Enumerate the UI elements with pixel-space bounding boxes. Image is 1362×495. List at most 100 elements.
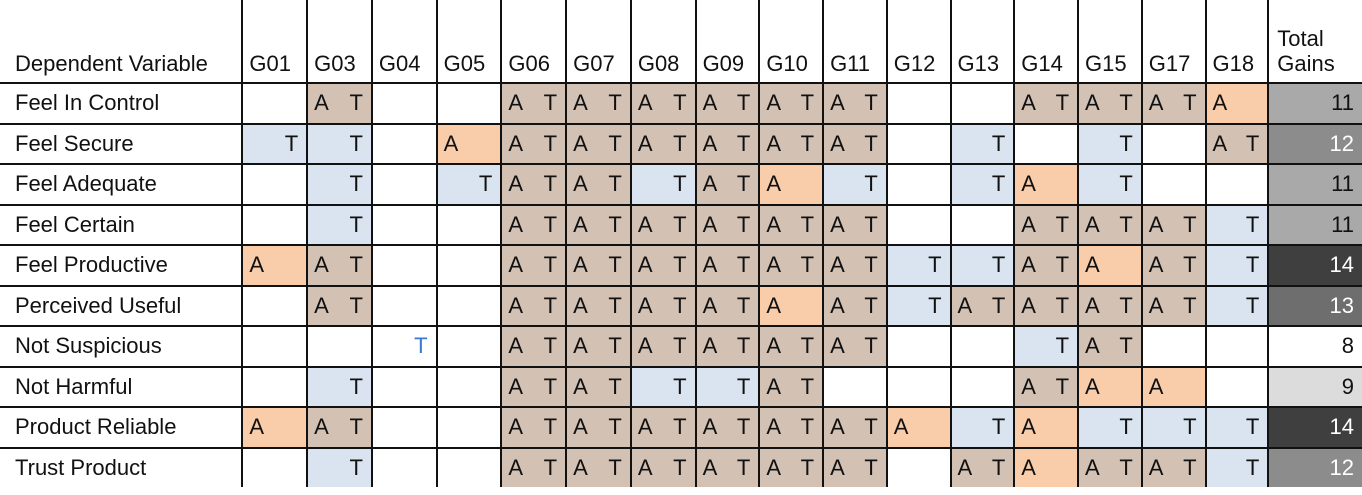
gain-cell-g12: T (885, 284, 951, 326)
a-mark: A (766, 211, 781, 237)
gain-cell-g18 (1204, 365, 1269, 407)
group-header-g05: G05 (435, 0, 502, 83)
a-mark: A (830, 211, 845, 237)
a-mark: A (573, 373, 588, 399)
t-mark: T (1245, 130, 1260, 156)
t-mark: T (736, 130, 751, 156)
gain-cell-g01: T (241, 122, 308, 164)
a-mark: A (508, 211, 524, 237)
gain-cell-g13: T (949, 406, 1015, 448)
gain-cell-g05 (435, 365, 502, 407)
t-mark: T (1183, 90, 1197, 116)
gain-cell-g05 (435, 446, 502, 487)
a-mark: A (314, 414, 329, 440)
a-mark: A (1021, 211, 1036, 237)
t-mark: T (608, 90, 622, 116)
t-mark: T (1119, 454, 1133, 480)
gain-cell-g12: T (885, 244, 951, 286)
gain-cell-g03 (306, 325, 372, 367)
a-mark: A (314, 292, 329, 318)
gain-cell-g18: T (1204, 284, 1269, 326)
group-header-g09: G09 (694, 0, 760, 83)
t-mark: T (736, 292, 751, 318)
total-header-line1: Total (1277, 26, 1324, 51)
gain-cell-g04 (370, 446, 437, 487)
a-mark: A (573, 130, 588, 156)
total-gains-value: 12 (1267, 446, 1362, 487)
a-mark: A (702, 252, 718, 278)
gain-cell-g01 (241, 163, 308, 205)
t-mark: T (673, 454, 687, 480)
t-mark: T (608, 252, 622, 278)
a-mark: A (1085, 292, 1100, 318)
t-mark: T (1119, 292, 1133, 318)
t-mark: T (864, 252, 878, 278)
t-mark: T (864, 90, 878, 116)
a-mark: A (830, 292, 845, 318)
table-row: Feel Adequate T T A T A T T A T A T T A T 11 (0, 163, 1362, 205)
t-mark: T (1183, 292, 1197, 318)
t-mark: T (1183, 454, 1197, 480)
a-mark: A (508, 252, 524, 278)
t-mark: T (928, 252, 942, 278)
t-mark: T (864, 292, 878, 318)
gain-cell-g17: A (1140, 365, 1206, 407)
a-mark: A (1085, 454, 1100, 480)
dependent-variable-label: Trust Product (0, 446, 243, 487)
t-mark: T (349, 130, 363, 156)
total-gains-value: 14 (1267, 244, 1362, 286)
gain-cell-g05 (435, 406, 502, 448)
a-mark: A (637, 333, 653, 359)
gain-cell-g13 (949, 325, 1015, 367)
a-mark: A (830, 90, 845, 116)
group-header-g14: G14 (1013, 0, 1079, 83)
a-mark: A (637, 130, 653, 156)
t-mark: T (736, 211, 751, 237)
t-mark: T (991, 292, 1006, 318)
gain-cell-g01 (241, 365, 308, 407)
t-mark: T (608, 454, 622, 480)
t-mark: T (736, 171, 751, 197)
gain-cell-g01 (241, 203, 308, 245)
a-mark: A (766, 130, 781, 156)
a-mark: A (957, 454, 973, 480)
a-mark: A (573, 333, 588, 359)
a-mark: A (1148, 211, 1164, 237)
t-mark: T (864, 333, 878, 359)
table-row: Feel Productive A A T A T A T A T A T A T A T T T A T A A T T 14 (0, 244, 1362, 286)
t-mark: T (928, 292, 942, 318)
t-mark: T (543, 211, 558, 237)
t-mark: T (349, 414, 363, 440)
t-mark: T (608, 211, 622, 237)
gain-cell-g11 (822, 365, 887, 407)
a-mark: A (1021, 292, 1036, 318)
gain-cell-g04 (370, 122, 437, 164)
a-mark: A (830, 252, 845, 278)
gain-cell-g18: T (1204, 406, 1269, 448)
a-mark: A (957, 292, 973, 318)
a-mark: A (1085, 252, 1100, 278)
gain-cell-g04 (370, 203, 437, 245)
t-mark: T (673, 252, 687, 278)
a-mark: A (1085, 373, 1100, 399)
gain-cell-g14: A (1013, 446, 1079, 487)
t-mark: T (864, 171, 878, 197)
gain-cell-g17 (1140, 163, 1206, 205)
table-row: Feel In Control A T A T A T A T A T A T A T A T A T A T A 11 (0, 82, 1362, 124)
t-mark: T (864, 130, 878, 156)
gain-cell-g15: T (1077, 406, 1142, 448)
